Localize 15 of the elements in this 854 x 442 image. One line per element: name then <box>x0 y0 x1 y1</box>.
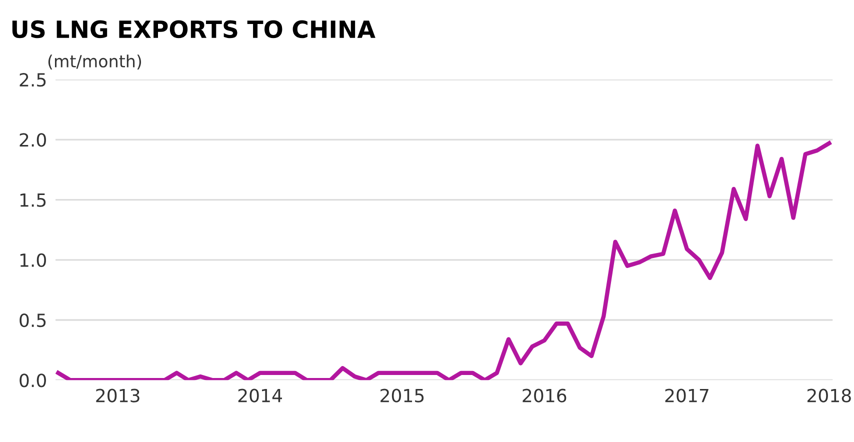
y-tick-label: 2.5 <box>20 73 46 87</box>
y-axis-title: (mt/month) <box>48 54 142 70</box>
y-tick-label: 1.5 <box>20 193 46 207</box>
y-tick-label: 0.0 <box>20 374 46 388</box>
x-tick-label: 2017 <box>665 388 708 402</box>
line-series <box>56 141 832 380</box>
x-tick-label: 2018 <box>807 388 851 402</box>
chart-title: US LNG EXPORTS TO CHINA <box>12 20 376 38</box>
y-tick-label: 1.0 <box>20 253 46 268</box>
x-tick-label: 2013 <box>96 388 140 402</box>
x-tick-label: 2015 <box>380 388 424 402</box>
x-tick-label: 2014 <box>238 388 282 402</box>
y-tick-label: 2.0 <box>20 133 46 147</box>
x-tick-label: 2016 <box>522 388 566 402</box>
y-tick-label: 0.5 <box>20 313 46 328</box>
